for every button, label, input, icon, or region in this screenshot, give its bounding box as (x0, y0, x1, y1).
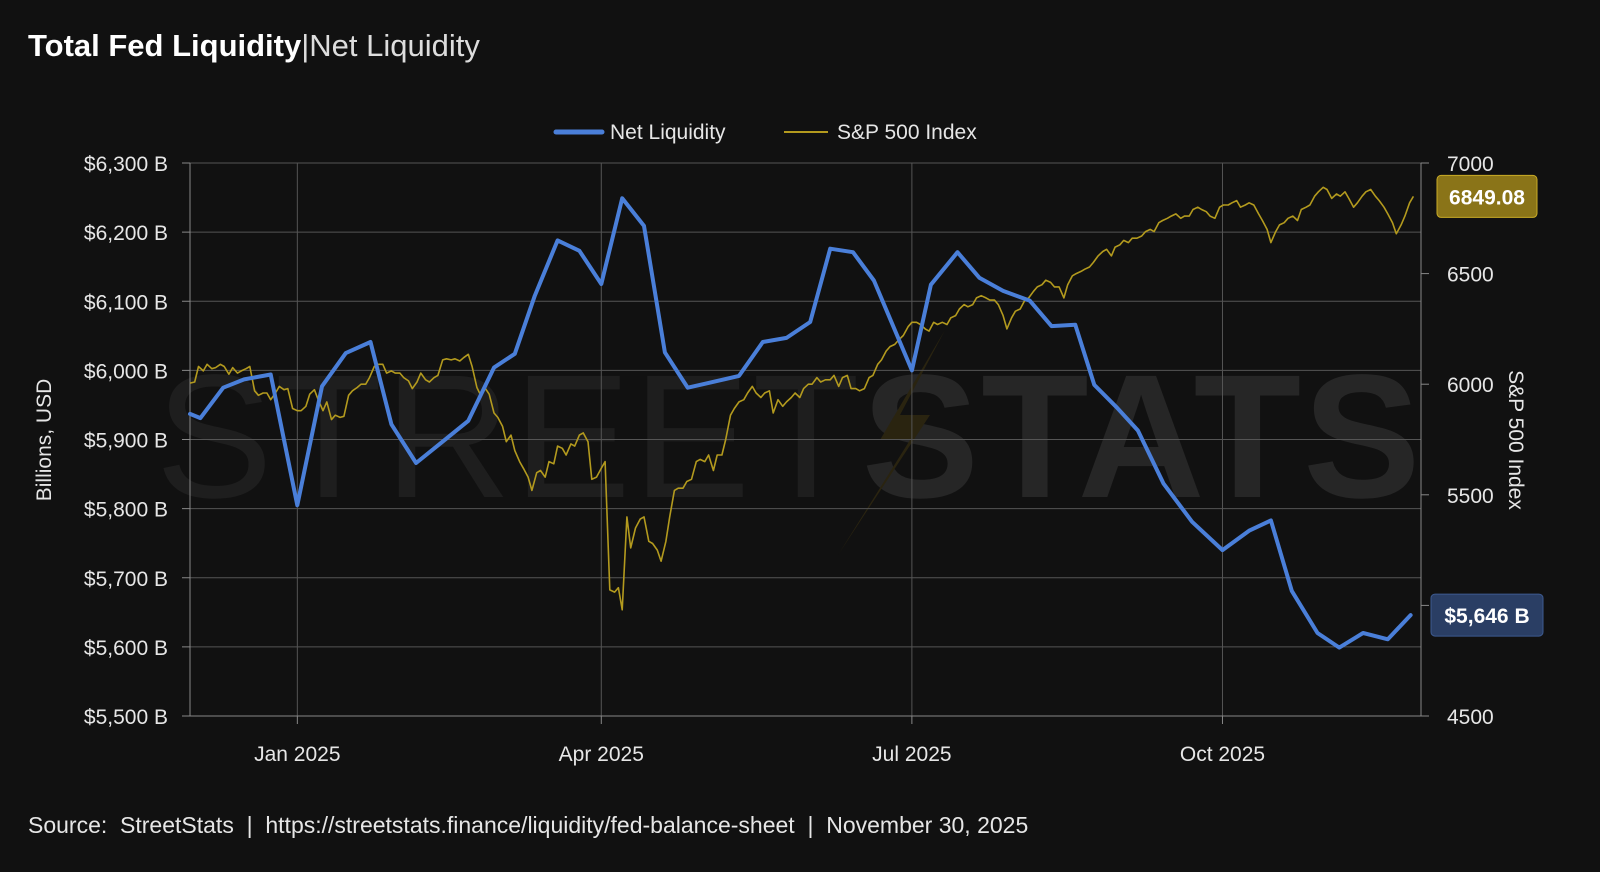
net-liquidity-last-value-badge (1430, 593, 1544, 637)
x-tick-label: Oct 2025 (1180, 743, 1265, 766)
watermark: STREETSTATS (155, 330, 1422, 555)
x-tick-label: Apr 2025 (559, 743, 644, 766)
y-left-tick-label: $6,000 B (84, 360, 168, 383)
net-liquidity-line (188, 196, 1413, 650)
x-tick-label: Jul 2025 (872, 743, 951, 766)
watermark-text: STREETSTATS (155, 339, 1422, 535)
y-right-tick-label: 4500 (1447, 706, 1494, 729)
sp500-last-value: 6849.08 (1449, 186, 1525, 209)
y-right-tick-label: 6000 (1447, 374, 1494, 397)
y-right-tick-label: 6500 (1447, 264, 1494, 287)
source-date: November 30, 2025 (826, 812, 1029, 838)
y-left-tick-label: $6,200 B (84, 222, 168, 245)
y-left-tick-label: $5,700 B (84, 568, 168, 591)
y-right-axis-label: S&P 500 Index (1504, 370, 1527, 510)
y-left-tick-label: $6,300 B (84, 153, 168, 176)
y-left-tick-label: $5,500 B (84, 706, 168, 729)
series-group (188, 186, 1415, 650)
y-left-tick-label: $5,600 B (84, 637, 168, 660)
net-liquidity-last-value: $5,646 B (1444, 605, 1529, 628)
chart-title: Total Fed Liquidity|Net Liquidity (28, 28, 480, 64)
title-separator: | (301, 28, 310, 63)
title-subtitle: Net Liquidity (309, 28, 480, 63)
y-left-axis-label: Billions, USD (33, 379, 56, 502)
badges: 6849.08 $5,646 B (1430, 174, 1544, 637)
source-name: StreetStats (120, 812, 234, 838)
legend-sp-label[interactable]: S&P 500 Index (837, 121, 977, 144)
y-left-tick-label: $6,100 B (84, 291, 168, 314)
y-right-tick-label: 5500 (1447, 485, 1494, 508)
watermark-street: STREET (155, 339, 861, 535)
title-main: Total Fed Liquidity (28, 28, 302, 63)
source-url[interactable]: https://streetstats.finance/liquidity/fe… (265, 812, 795, 838)
source-label: Source: (28, 812, 108, 838)
y-left-tick-label: $5,800 B (84, 499, 168, 522)
grid (190, 162, 1421, 717)
sp500-last-value-badge (1436, 174, 1538, 218)
x-tick-label: Jan 2025 (254, 743, 340, 766)
source-footer: Source: StreetStats | https://streetstat… (28, 812, 1029, 838)
legend[interactable]: Net Liquidity S&P 500 Index (553, 121, 977, 144)
y-right-tick-label: 7000 (1447, 153, 1494, 176)
axes: $6,300 B $6,200 B $6,100 B $6,000 B $5,900 B… (33, 153, 1527, 766)
y-left-tick-label: $5,900 B (84, 430, 168, 453)
legend-net-label[interactable]: Net Liquidity (610, 121, 726, 144)
sp500-line (189, 186, 1415, 611)
